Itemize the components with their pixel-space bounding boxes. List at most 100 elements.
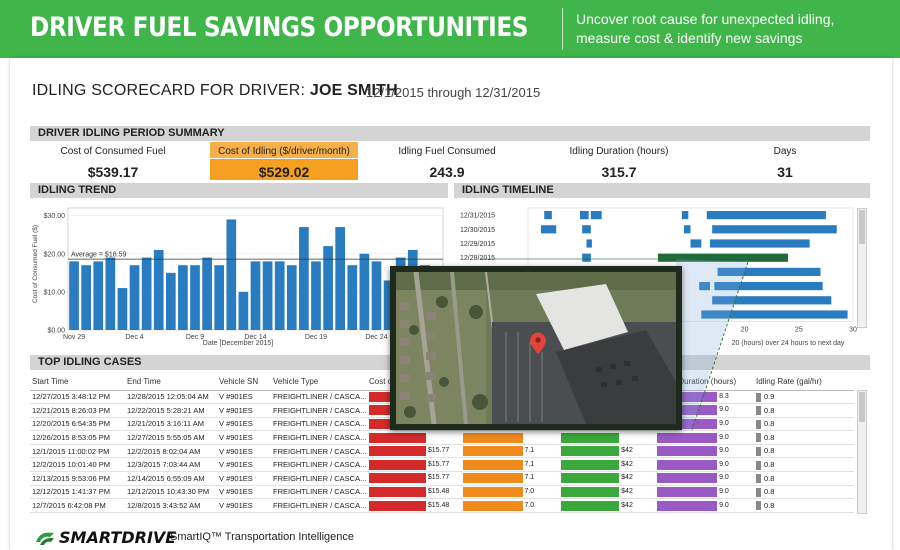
timeline-segment[interactable] (658, 253, 788, 262)
cell-vehicle-type: FREIGHTLINER / CASCA... (271, 485, 367, 500)
trend-bar[interactable] (238, 291, 249, 330)
cell-vehicle-sn: V #901ES (217, 485, 271, 500)
trend-bar[interactable] (69, 261, 79, 330)
cell-start-time: 12/2/2015 10:01:40 PM (30, 457, 125, 473)
trend-bar[interactable] (371, 261, 382, 330)
timeline-segment[interactable] (544, 211, 552, 220)
timeline-segment[interactable] (690, 239, 702, 248)
cell-duration-bar: 9.0 (655, 498, 754, 513)
driver-name: JOE SMITH (309, 82, 398, 99)
cell-vehicle-sn: V #901ES (217, 417, 271, 432)
cell-fuel-bar (461, 430, 559, 445)
cell-start-time: 12/21/2015 8:26:03 PM (30, 403, 125, 418)
trend-bar[interactable] (202, 257, 212, 330)
cell-end-time: 12/27/2015 5:55:05 AM (125, 430, 217, 445)
cell-duration-bar: 9.0 (655, 430, 754, 445)
location-pin-icon[interactable] (530, 332, 546, 355)
timeline-section-header: IDLING TIMELINE (454, 183, 870, 198)
col-idling-rate[interactable]: Idling Rate (gal/hr) (754, 374, 854, 391)
trend-bar[interactable] (178, 265, 188, 330)
cell-end-time: 12/3/2015 7:03:44 AM (125, 457, 217, 473)
trend-bar[interactable] (359, 253, 370, 330)
timeline-segment[interactable] (706, 211, 826, 220)
timeline-scrollbar[interactable] (857, 208, 867, 328)
trend-bar[interactable] (335, 227, 346, 330)
trend-y-tick-label: $20.00 (44, 251, 66, 258)
trend-y-axis-label: Cost of Consumed Fuel ($) (32, 225, 39, 303)
timeline-segment[interactable] (681, 211, 689, 220)
timeline-segment[interactable] (590, 211, 602, 220)
cell-idling-rate: 0.8 (754, 403, 854, 418)
trend-bar[interactable] (93, 261, 104, 330)
trend-bar[interactable] (117, 288, 128, 330)
trend-bar[interactable] (226, 219, 237, 330)
trend-bar[interactable] (323, 246, 333, 330)
trend-bar[interactable] (105, 257, 116, 330)
cell-idling-rate: 0.8 (754, 471, 854, 486)
idling-location-map[interactable] (390, 266, 682, 430)
trend-bar[interactable] (153, 249, 164, 330)
cell-vehicle-type: FREIGHTLINER / CASCA... (271, 390, 367, 405)
cases-scrollbar[interactable] (857, 390, 867, 514)
col-end-time[interactable]: End Time (125, 374, 217, 391)
cell-idling-rate: 0.8 (754, 430, 854, 445)
timeline-segment[interactable] (717, 267, 821, 276)
trend-bar[interactable] (262, 261, 273, 330)
timeline-row-label: 12/31/2015 (460, 213, 495, 220)
summary-value-cost-idling[interactable]: $529.02 (258, 164, 310, 180)
cell-duration-bar: 9.0 (655, 444, 754, 459)
trend-bar[interactable] (250, 261, 261, 330)
timeline-segment[interactable] (699, 282, 710, 291)
cell-vehicle-type: FREIGHTLINER / CASCA... (271, 471, 367, 486)
trend-bar[interactable] (347, 265, 358, 330)
cell-fuel-bar: 7.1 (461, 471, 559, 486)
table-row[interactable]: 12/2/2015 10:01:40 PM 12/3/2015 7:03:44 A… (30, 457, 854, 473)
table-row[interactable]: 12/12/2015 1:41:37 PM 12/12/2015 10:43:30… (30, 485, 854, 500)
timeline-segment[interactable] (712, 225, 837, 234)
col-vehicle-sn[interactable]: Vehicle SN (217, 374, 271, 391)
timeline-segment[interactable] (582, 253, 591, 262)
timeline-segment[interactable] (714, 282, 823, 291)
cell-vehicle-sn: V #901ES (217, 457, 271, 473)
timeline-segment[interactable] (710, 239, 810, 248)
timeline-segment[interactable] (541, 225, 557, 234)
trend-bar[interactable] (141, 257, 152, 330)
col-vehicle-type[interactable]: Vehicle Type (271, 374, 367, 391)
timeline-segment[interactable] (582, 225, 591, 234)
timeline-segment[interactable] (580, 211, 589, 220)
trend-bar[interactable] (383, 280, 394, 330)
table-row[interactable]: 12/7/2015 6:42:08 PM 12/8/2015 3:43:52 AM… (30, 498, 854, 513)
table-row[interactable]: 12/13/2015 9:53:06 PM 12/14/2015 6:55:09 … (30, 471, 854, 486)
cell-co2-bar: $42 (559, 444, 655, 459)
timeline-scrollbar-thumb[interactable] (859, 210, 865, 244)
trend-bar[interactable] (311, 261, 321, 330)
summary-label-cost-idling[interactable]: Cost of Idling ($/driver/month) (218, 146, 350, 157)
trend-bar[interactable] (286, 265, 297, 330)
col-start-time[interactable]: Start Time (30, 374, 125, 391)
trend-bar[interactable] (129, 265, 140, 330)
cell-duration-bar: 9.0 (655, 485, 754, 500)
timeline-segment[interactable] (586, 239, 592, 248)
trend-bar[interactable] (190, 265, 200, 330)
cell-fuel-bar: 7.0 (461, 485, 559, 500)
cases-scrollbar-thumb[interactable] (859, 392, 865, 422)
table-row[interactable]: 12/20/2015 6:54:35 PM 12/21/2015 3:16:11 … (30, 417, 854, 432)
timeline-x-tick-label: 25 (795, 327, 803, 334)
smartdrive-logo-icon (36, 532, 54, 545)
timeline-segment[interactable] (712, 296, 832, 305)
cell-idling-rate: 0.8 (754, 444, 854, 459)
trend-bar[interactable] (274, 261, 285, 330)
timeline-segment[interactable] (701, 310, 848, 319)
table-row[interactable]: 12/1/2015 11:00:02 PM 12/2/2015 8:02:04 A… (30, 444, 854, 459)
trend-bar[interactable] (165, 272, 176, 330)
trend-bar[interactable] (81, 265, 91, 330)
cell-idling-rate: 0.9 (754, 390, 854, 405)
trend-y-tick-label: $0.00 (47, 328, 65, 335)
footer-tagline: SmartIQ™ Transportation Intelligence (170, 531, 355, 543)
table-row[interactable]: 12/26/2015 8:53:05 PM 12/27/2015 5:55:05 … (30, 430, 854, 445)
timeline-segment[interactable] (684, 225, 691, 234)
summary-value-cost-consumed: $539.17 (87, 164, 139, 180)
trend-bar[interactable] (214, 265, 225, 330)
trend-bar[interactable] (299, 227, 309, 330)
cell-idling-rate: 0.8 (754, 485, 854, 500)
